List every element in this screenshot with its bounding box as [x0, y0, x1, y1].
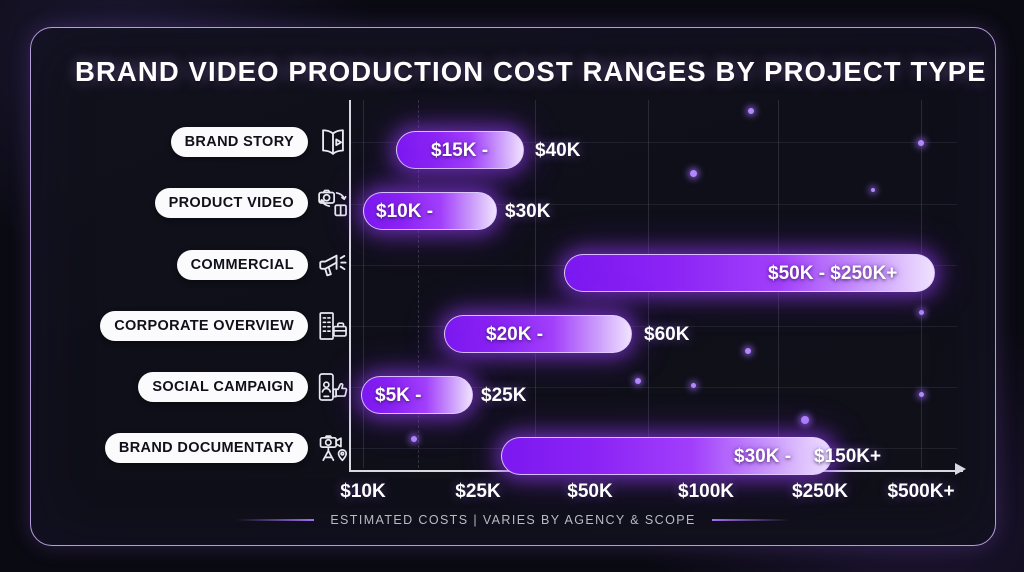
gridline-25k — [418, 100, 419, 468]
category-label-social-campaign[interactable]: SOCIAL CAMPAIGN — [138, 372, 351, 402]
x-tick-250k: $250K — [792, 481, 848, 502]
bar-inner-label-commercial: $50K - $250K+ — [768, 263, 898, 284]
x-tick-10k: $10K — [340, 481, 386, 502]
category-pill-label: BRAND DOCUMENTARY — [104, 433, 308, 463]
gridline-row-4 — [349, 326, 957, 327]
category-label-brand-story[interactable]: BRAND STORY — [170, 124, 351, 160]
page-title: BRAND VIDEO PRODUCTION COST RANGES BY PR… — [75, 56, 987, 87]
video-camera-pin-icon — [315, 430, 351, 466]
book-play-icon — [315, 124, 351, 160]
decorative-dot — [801, 416, 809, 424]
chart-plot-area: BRAND STORY $15K - $40K PRODUCT VIDEO — [31, 28, 997, 547]
category-label-brand-documentary[interactable]: BRAND DOCUMENTARY — [104, 430, 351, 466]
x-tick-50k: $50K — [567, 481, 613, 502]
footer: ESTIMATED COSTS | VARIES BY AGENCY & SCO… — [31, 513, 995, 527]
footer-note: ESTIMATED COSTS | VARIES BY AGENCY & SCO… — [330, 513, 696, 527]
decorative-dot — [918, 140, 924, 146]
bar-outer-label-brand-documentary: $150K+ — [814, 446, 882, 467]
x-tick-100k: $100K — [678, 481, 734, 502]
decorative-dot — [871, 188, 875, 192]
category-pill-label: PRODUCT VIDEO — [154, 188, 308, 218]
category-label-product-video[interactable]: PRODUCT VIDEO — [154, 185, 351, 221]
bar-social-campaign[interactable] — [361, 376, 473, 414]
bar-inner-label-product-video: $10K - — [376, 201, 434, 222]
decorative-dot — [745, 348, 751, 354]
phone-thumbsup-icon — [315, 369, 351, 405]
footer-divider-right — [711, 519, 790, 521]
category-pill-label: COMMERCIAL — [176, 250, 308, 280]
category-label-commercial[interactable]: COMMERCIAL — [176, 247, 351, 283]
bar-brand-documentary[interactable] — [501, 437, 832, 475]
x-axis-arrow-icon — [955, 463, 966, 475]
category-pill-label: BRAND STORY — [170, 127, 308, 157]
megaphone-icon — [315, 247, 351, 283]
infographic-panel: BRAND VIDEO PRODUCTION COST RANGES BY PR… — [30, 27, 996, 546]
gridline-50k — [535, 100, 536, 468]
bar-inner-label-brand-story: $15K - — [431, 140, 489, 161]
bar-inner-label-corporate-overview: $20K - — [486, 324, 544, 345]
gridline-row-2 — [349, 204, 957, 205]
category-pill-label: CORPORATE OVERVIEW — [100, 311, 308, 341]
gridline-row-1 — [349, 142, 957, 143]
bar-outer-label-corporate-overview: $60K — [644, 324, 690, 345]
gridline-10k — [363, 100, 364, 468]
building-briefcase-icon — [315, 308, 351, 344]
y-axis-line — [349, 100, 351, 472]
x-tick-25k: $25K — [455, 481, 501, 502]
decorative-dot — [919, 392, 924, 397]
bar-outer-label-social-campaign: $25K — [481, 385, 527, 406]
bar-corporate-overview[interactable] — [444, 315, 632, 353]
decorative-dot — [635, 378, 641, 384]
decorative-dot — [411, 436, 417, 442]
bar-brand-story[interactable] — [396, 131, 524, 169]
bar-product-video[interactable] — [363, 192, 497, 230]
x-tick-500k: $500K+ — [887, 481, 955, 502]
category-label-corporate-overview[interactable]: CORPORATE OVERVIEW — [100, 311, 351, 341]
decorative-dot — [919, 310, 924, 315]
decorative-dot — [748, 108, 754, 114]
camera-package-icon — [315, 185, 351, 221]
gridline-row-5 — [349, 387, 957, 388]
bar-commercial[interactable] — [564, 254, 935, 292]
bar-outer-label-brand-story: $40K — [535, 140, 581, 161]
decorative-dot — [690, 170, 697, 177]
category-pill-label: SOCIAL CAMPAIGN — [138, 372, 308, 402]
bar-outer-label-product-video: $30K — [505, 201, 551, 222]
bar-inner-label-brand-documentary: $30K - — [734, 446, 792, 467]
decorative-dot — [691, 383, 696, 388]
footer-divider-left — [236, 519, 315, 521]
bar-inner-label-social-campaign: $5K - — [375, 385, 422, 406]
